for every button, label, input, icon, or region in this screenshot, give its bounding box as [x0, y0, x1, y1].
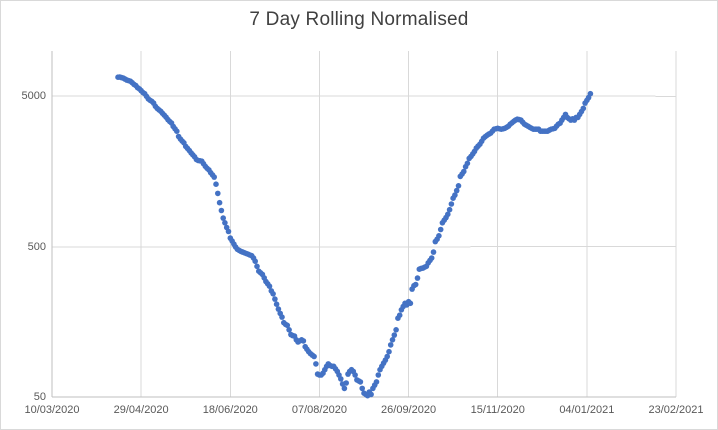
- scatter-point: [311, 353, 317, 360]
- scatter-point: [270, 291, 276, 297]
- scatter-point: [286, 327, 292, 333]
- scatter-point: [587, 90, 594, 97]
- scatter-point: [412, 281, 419, 288]
- scatter-point: [218, 207, 225, 214]
- scatter-point: [464, 160, 471, 167]
- scatter-point: [430, 249, 437, 255]
- scatter-point: [266, 283, 273, 290]
- scatter-point: [211, 174, 217, 180]
- scatter-point: [213, 181, 219, 187]
- x-axis-label: 10/03/2020: [24, 404, 80, 416]
- scatter-point: [455, 183, 462, 189]
- scatter-point: [453, 187, 460, 194]
- scatter-point: [436, 233, 442, 239]
- x-axis-label: 29/04/2020: [113, 404, 169, 416]
- scatter-point: [252, 258, 258, 265]
- scatter-point: [445, 211, 451, 218]
- scatter-point: [391, 332, 398, 338]
- x-axis-label: 23/02/2021: [648, 404, 704, 416]
- x-axis-label: 04/01/2021: [559, 404, 615, 416]
- scatter-point: [174, 128, 180, 134]
- scatter-point: [407, 300, 414, 307]
- scatter-point: [338, 376, 344, 382]
- scatter-series: [115, 74, 594, 399]
- scatter-point: [341, 385, 348, 392]
- scatter-point: [279, 314, 285, 320]
- y-axis-label: 5000: [21, 90, 46, 103]
- scatter-point: [387, 342, 394, 348]
- scatter-point: [375, 372, 382, 378]
- scatter-point: [461, 168, 467, 175]
- scatter-point: [273, 301, 280, 308]
- scatter-point: [313, 361, 319, 367]
- scatter-point: [275, 306, 282, 312]
- scatter-point: [414, 275, 421, 281]
- x-axis-label: 26/09/2020: [381, 404, 437, 416]
- scatter-point: [352, 372, 358, 378]
- scatter-point: [254, 263, 260, 270]
- scatter-point: [384, 353, 391, 360]
- scatter-point: [368, 391, 374, 398]
- scatter-point: [216, 199, 223, 206]
- scatter-point: [300, 338, 307, 344]
- scatter-point: [580, 105, 587, 112]
- y-axis-label: 500: [27, 240, 46, 253]
- x-axis-label: 07/08/2020: [291, 404, 347, 416]
- scatter-point: [393, 327, 399, 333]
- scatter-point: [386, 348, 392, 355]
- scatter-point: [446, 206, 453, 213]
- x-axis-label: 15/11/2020: [470, 404, 525, 416]
- scatter-point: [448, 201, 455, 207]
- scatter-point: [452, 192, 458, 198]
- scatter-point: [222, 220, 228, 226]
- scatter-point: [373, 379, 380, 385]
- scatter-point: [215, 190, 221, 197]
- scatter-point: [284, 322, 291, 329]
- chart-title: 7 Day Rolling Normalised: [249, 9, 469, 30]
- scatter-point: [389, 337, 396, 343]
- scatter-point: [272, 296, 278, 302]
- x-axis-label: 18/06/2020: [202, 404, 258, 416]
- scatter-point: [428, 255, 435, 261]
- scatter-point: [220, 215, 226, 221]
- y-axis-label: 50: [33, 391, 46, 403]
- scatter-point: [359, 385, 366, 392]
- scatter-point: [357, 379, 364, 385]
- scatter-point: [343, 380, 350, 386]
- scatter-point: [396, 312, 403, 319]
- scatter-point: [437, 226, 444, 233]
- scatter-point: [225, 228, 232, 235]
